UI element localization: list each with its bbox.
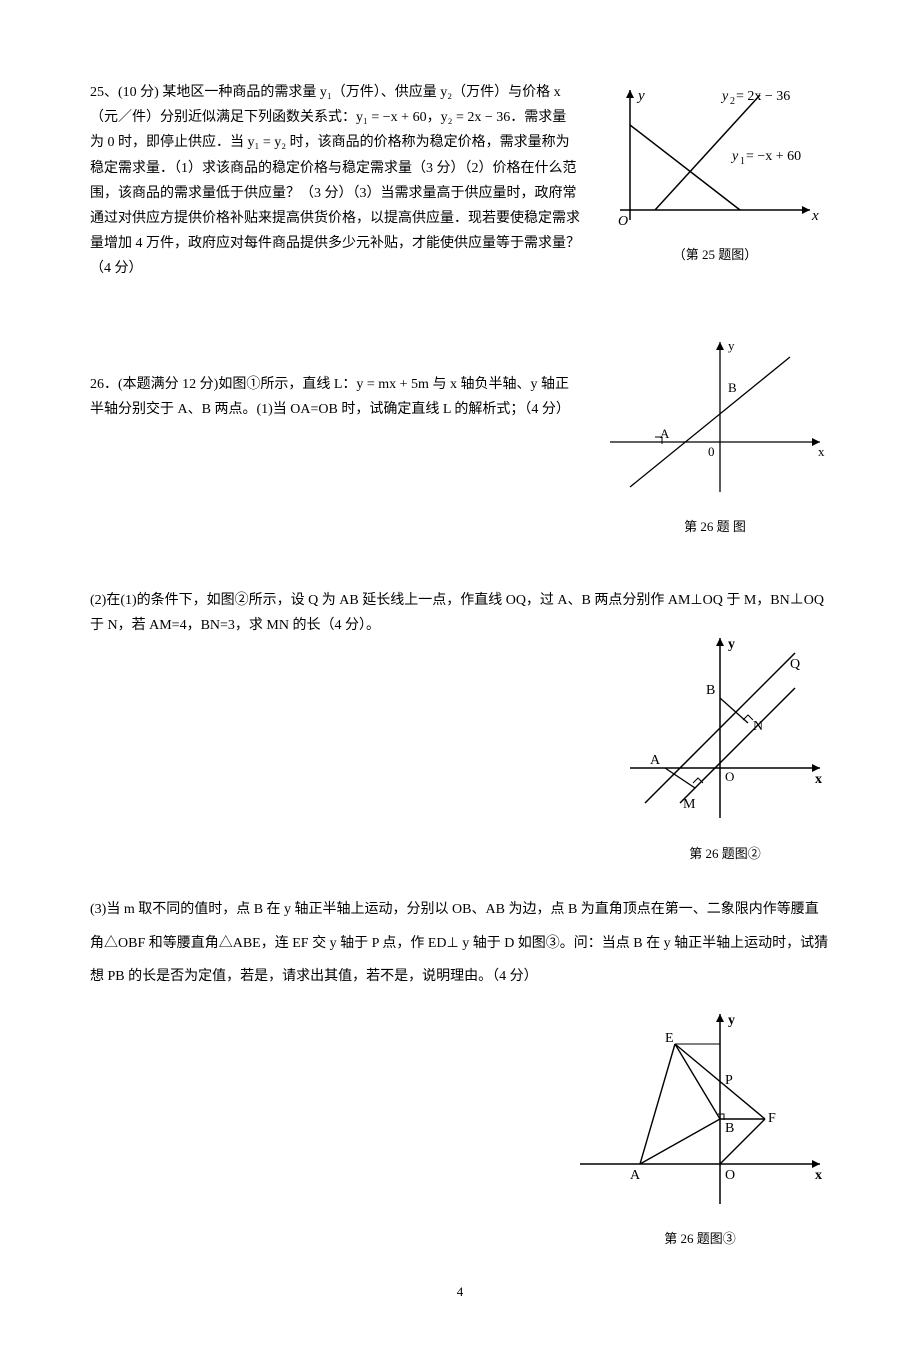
q26f2-O: O	[725, 769, 734, 784]
q25-line2-sub: 1	[740, 156, 745, 167]
q25-origin: O	[618, 214, 628, 229]
problem-25-text: 25、(10 分) 某地区一种商品的需求量 y₁（万件）、供应量 y₂（万件）与…	[90, 80, 580, 282]
q26f3-A: A	[630, 1168, 641, 1183]
q26f1-x: x	[818, 444, 825, 459]
q26-fig2-svg: y x A B Q N M O	[620, 628, 830, 828]
q25-chart: y x O y 2 = 2x − 36 y 1 = −x + 60	[600, 80, 830, 230]
q26-fig3-svg: y x A B E F P O	[570, 1004, 830, 1214]
q26f3-P: P	[725, 1073, 733, 1088]
q26f2-M: M	[683, 797, 696, 812]
q25-x-label: x	[811, 208, 819, 224]
q25-caption: （第 25 题图）	[600, 243, 830, 266]
q26f1-B: B	[728, 380, 737, 395]
problem-26-part1: 26．(本题满分 12 分)如图①所示，直线 L：y = mx + 5m 与 x…	[90, 332, 830, 539]
problem-26-fig1: y x A B 0 第 26 题 图	[600, 332, 830, 539]
problem-25-figure: y x O y 2 = 2x − 36 y 1 = −x + 60 （第 25 …	[600, 80, 830, 267]
problem-26-part1-row: 26．(本题满分 12 分)如图①所示，直线 L：y = mx + 5m 与 x…	[90, 332, 830, 539]
q26f2-N: N	[753, 719, 763, 734]
q26f3-O: O	[725, 1168, 735, 1183]
q26f3-F: F	[768, 1111, 776, 1126]
problem-26-fig2: y x A B Q N M O 第 26 题图②	[620, 628, 830, 865]
problem-25: 25、(10 分) 某地区一种商品的需求量 y₁（万件）、供应量 y₂（万件）与…	[90, 80, 830, 282]
page-number: 4	[90, 1280, 830, 1303]
problem-26-part1-text: 26．(本题满分 12 分)如图①所示，直线 L：y = mx + 5m 与 x…	[90, 332, 580, 422]
q26f3-y: y	[728, 1013, 735, 1028]
problem-26-part3-text: (3)当 m 取不同的值时，点 B 在 y 轴正半轴上运动，分别以 OB、AB …	[90, 893, 830, 994]
q25-line2-label: y	[730, 149, 739, 164]
q26f3-B: B	[725, 1121, 734, 1136]
q26-fig3-caption: 第 26 题图③	[570, 1227, 830, 1250]
q26f2-B: B	[706, 683, 715, 698]
q25-line1-sub: 2	[730, 96, 735, 107]
q26f3-x: x	[815, 1168, 822, 1183]
problem-25-row: 25、(10 分) 某地区一种商品的需求量 y₁（万件）、供应量 y₂（万件）与…	[90, 80, 830, 282]
q26f2-Q: Q	[790, 657, 800, 672]
q25-line1-label: y	[720, 89, 729, 104]
q26f2-A: A	[650, 753, 661, 768]
q26-fig1-caption: 第 26 题 图	[600, 515, 830, 538]
q26-fig1-svg: y x A B 0	[600, 332, 830, 502]
q25-y-label: y	[636, 88, 645, 104]
q25-line2-eq: = −x + 60	[746, 149, 801, 164]
q26f1-y: y	[728, 338, 735, 353]
problem-26-part3: (3)当 m 取不同的值时，点 B 在 y 轴正半轴上运动，分别以 OB、AB …	[90, 893, 830, 1250]
q25-line1-eq: = 2x − 36	[736, 89, 790, 104]
q26-fig2-caption: 第 26 题图②	[620, 842, 830, 865]
q26f3-E: E	[665, 1031, 674, 1046]
q26f1-A: A	[660, 426, 670, 441]
q26f2-x: x	[815, 772, 822, 787]
q26f1-O: 0	[708, 444, 715, 459]
q26f2-y: y	[728, 637, 735, 652]
problem-26-part2: (2)在(1)的条件下，如图②所示，设 Q 为 AB 延长线上一点，作直线 OQ…	[90, 588, 830, 865]
problem-26-fig3: y x A B E F P O 第 26 题图③	[570, 1004, 830, 1251]
